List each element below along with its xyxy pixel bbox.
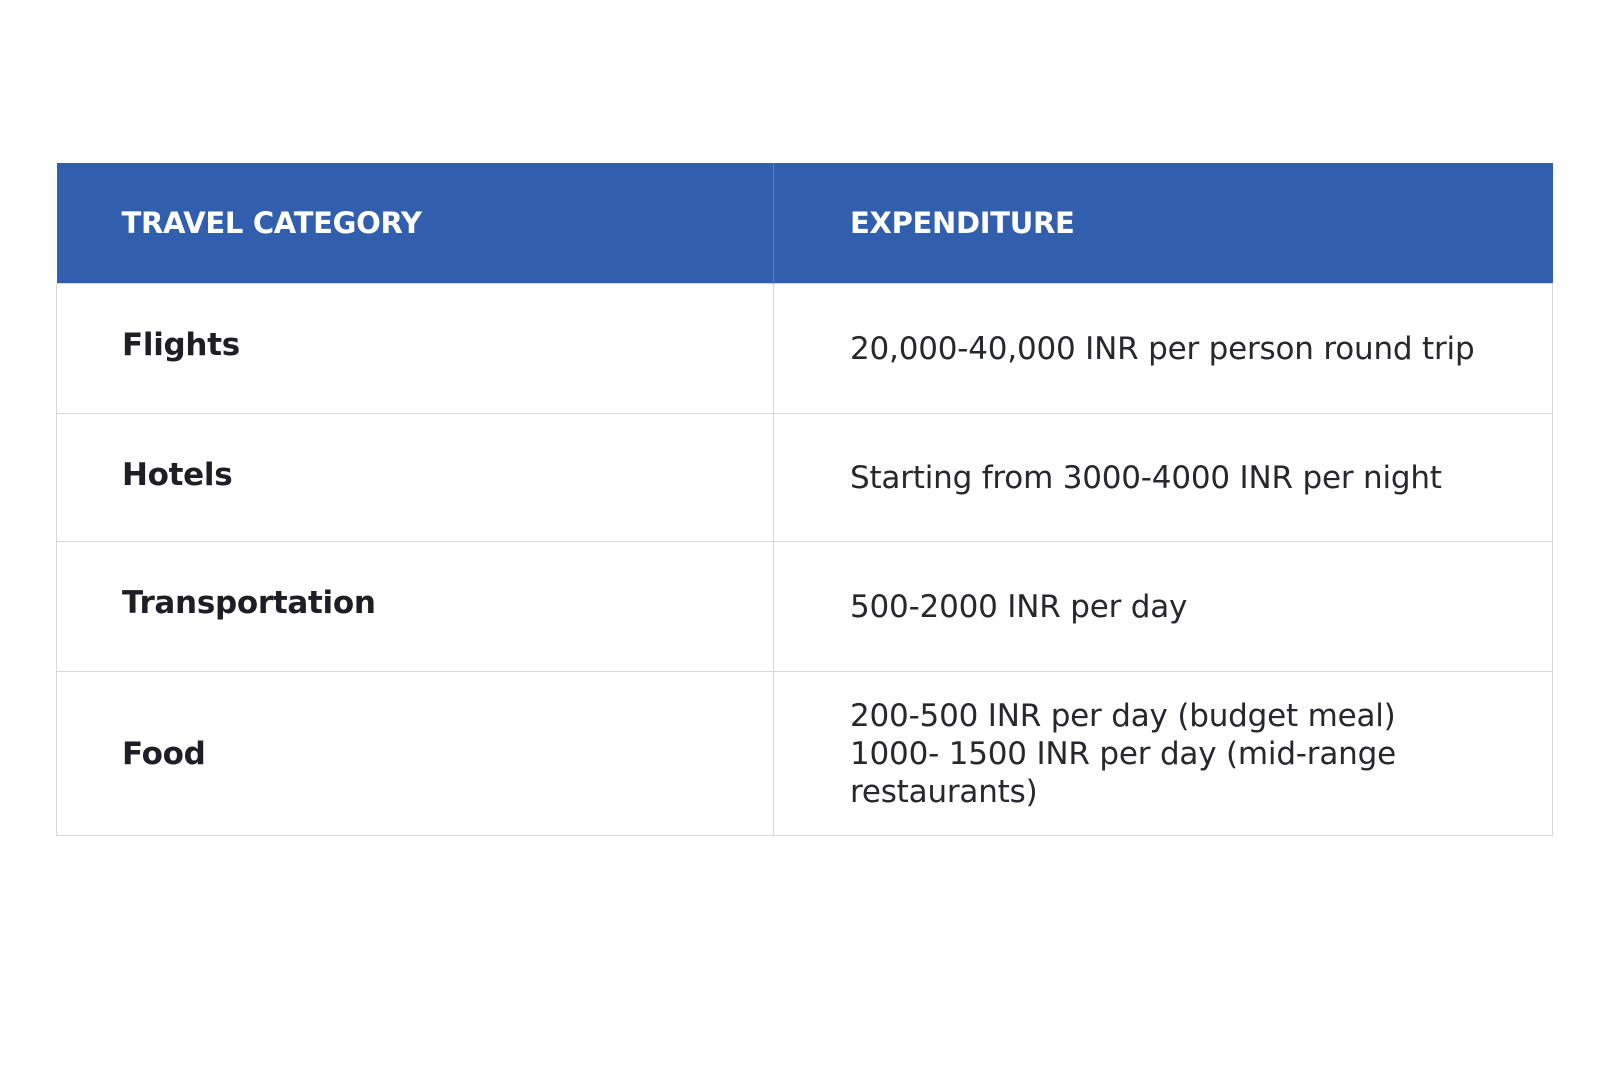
expenditure-line: restaurants) (850, 773, 1038, 810)
expenditure-line: 500-2000 INR per day (850, 588, 1188, 625)
header-expenditure: EXPENDITURE (773, 163, 1553, 284)
category-cell: Hotels (56, 413, 774, 542)
header-travel-category: TRAVEL CATEGORY (56, 163, 774, 284)
expenditure-line: 200-500 INR per day (budget meal) (850, 697, 1396, 734)
expenditure-line: 1000- 1500 INR per day (mid-range (850, 735, 1396, 772)
table-row: Hotels Starting from 3000-4000 INR per n… (56, 413, 1553, 542)
travel-expense-table: TRAVEL CATEGORY EXPENDITURE Flights 20,0… (56, 163, 1553, 836)
table-row: Food 200-500 INR per day (budget meal) 1… (56, 671, 1553, 836)
category-cell: Transportation (56, 541, 774, 672)
expenditure-cell: 200-500 INR per day (budget meal) 1000- … (773, 671, 1553, 836)
expenditure-cell: 20,000-40,000 INR per person round trip (773, 283, 1553, 414)
expenditure-line: Starting from 3000-4000 INR per night (850, 459, 1442, 496)
category-cell: Food (56, 671, 774, 836)
category-cell: Flights (56, 283, 774, 414)
table-header-row: TRAVEL CATEGORY EXPENDITURE (56, 163, 1553, 284)
table-row: Flights 20,000-40,000 INR per person rou… (56, 283, 1553, 414)
table-row: Transportation 500-2000 INR per day (56, 541, 1553, 672)
expenditure-cell: Starting from 3000-4000 INR per night (773, 413, 1553, 542)
expenditure-line: 20,000-40,000 INR per person round trip (850, 330, 1475, 367)
expenditure-cell: 500-2000 INR per day (773, 541, 1553, 672)
